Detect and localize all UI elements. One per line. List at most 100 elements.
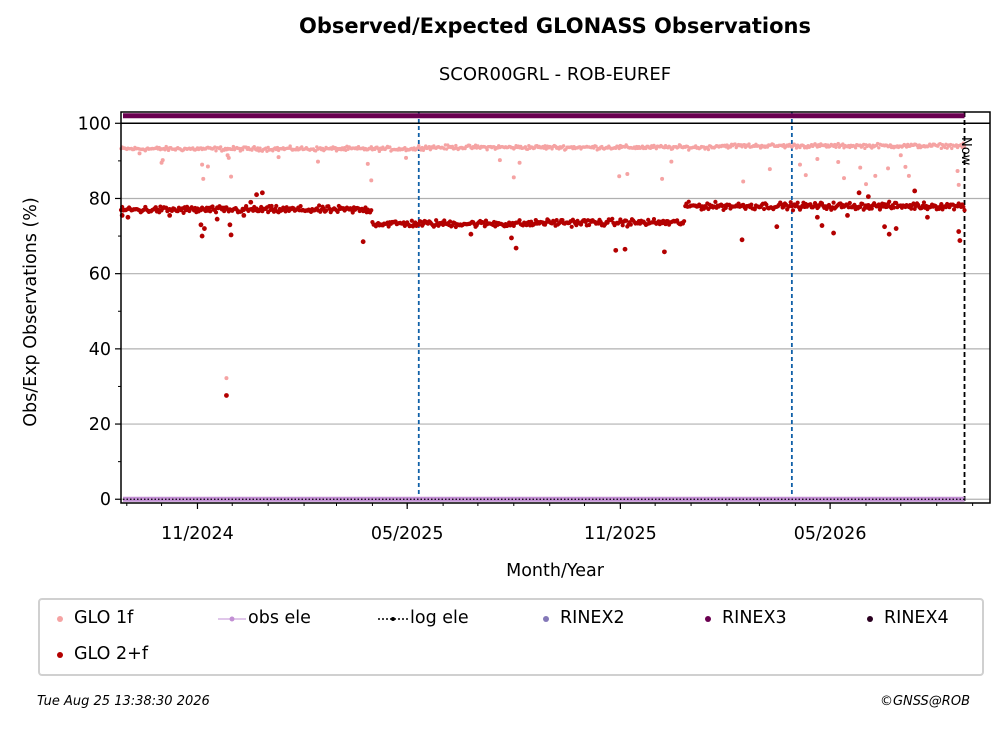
glo-1f-point-outlier bbox=[669, 159, 674, 164]
glo-2f-point-outlier bbox=[224, 393, 229, 398]
glo-1f-point bbox=[313, 149, 318, 153]
glo-2f-point bbox=[790, 208, 796, 213]
glo-1f-point-outlier bbox=[858, 165, 863, 170]
glo-1f-point bbox=[834, 145, 838, 150]
glo-1f-point-outlier bbox=[224, 376, 229, 381]
glo-2f-point-outlier bbox=[202, 226, 207, 231]
glo-2f-point-outlier bbox=[865, 194, 871, 199]
glo-2f-point bbox=[298, 204, 303, 209]
glo-1f-point-outlier bbox=[315, 159, 320, 164]
data-points bbox=[118, 113, 967, 502]
chart-title: Observed/Expected GLONASS Observations bbox=[299, 14, 811, 38]
glo-1f-point-outlier bbox=[205, 164, 210, 169]
glo-2f-point-outlier bbox=[613, 247, 619, 253]
glo-2f-point-outlier bbox=[774, 224, 780, 230]
glo-2f-point bbox=[274, 203, 279, 209]
glo-2f-point bbox=[569, 224, 574, 229]
glo-2f-point-outlier bbox=[241, 212, 247, 218]
legend-label: RINEX2 bbox=[560, 608, 625, 628]
glo-1f-point-outlier bbox=[276, 155, 281, 160]
glo-1f-point bbox=[240, 147, 245, 152]
glo-1f-point-outlier bbox=[886, 166, 891, 171]
glo-2f-point bbox=[323, 208, 329, 213]
glo-2f-point bbox=[887, 199, 892, 204]
glo-1f-point bbox=[561, 144, 566, 148]
glo-2f-point-outlier bbox=[819, 223, 825, 228]
glo-2f-point bbox=[447, 219, 453, 224]
legend-item-obs-ele: obs ele bbox=[218, 608, 311, 628]
glo-2f-point bbox=[749, 202, 754, 207]
glo-1f-point-outlier bbox=[741, 179, 746, 184]
glo-2f-point-outlier bbox=[509, 235, 514, 241]
glo-1f-point-outlier bbox=[617, 174, 622, 179]
chart-subtitle: SCOR00GRL - ROB-EUREF bbox=[438, 64, 672, 85]
legend-label: GLO 1f bbox=[74, 608, 134, 628]
glo-2f-point-outlier bbox=[882, 224, 887, 230]
glo-2f-point bbox=[222, 208, 227, 214]
glo-2f-point bbox=[831, 200, 836, 205]
glo-1f-point bbox=[485, 148, 489, 152]
glo-2f-point bbox=[587, 222, 592, 228]
glo-2f-point-outlier bbox=[227, 222, 233, 228]
glo-2f-point bbox=[628, 222, 633, 227]
glo-2f-point-outlier bbox=[198, 222, 204, 228]
y-tick-label: 60 bbox=[89, 265, 111, 285]
glo-1f-point bbox=[733, 142, 737, 146]
glo-1f-point-outlier bbox=[404, 155, 409, 160]
glo-2f-point-outlier bbox=[214, 216, 220, 222]
glo-2f-point-outlier bbox=[259, 190, 265, 196]
glo-2f-point bbox=[620, 223, 625, 228]
glo-1f-point-outlier bbox=[956, 182, 961, 187]
glo-1f-point-outlier bbox=[511, 175, 516, 180]
glo-2f-point-outlier bbox=[956, 229, 962, 234]
glo-1f-point-outlier bbox=[517, 160, 522, 165]
legend-item-log-ele: log ele bbox=[378, 608, 469, 628]
legend-label: RINEX4 bbox=[884, 608, 949, 628]
glo-2f-point bbox=[560, 218, 565, 223]
glo-2f-point bbox=[483, 218, 489, 223]
reference-lines bbox=[417, 112, 966, 503]
glo-1f-point-outlier bbox=[903, 164, 908, 169]
glo-1f-point-outlier bbox=[369, 178, 374, 183]
glo-1f-point-outlier bbox=[229, 174, 234, 179]
glo-2f-point bbox=[269, 203, 274, 209]
legend-label: RINEX3 bbox=[722, 608, 787, 628]
glo-1f-point bbox=[950, 146, 954, 151]
glo-1f-point-outlier bbox=[160, 158, 165, 163]
glo-2f-point bbox=[909, 206, 914, 211]
glo-1f-point-outlier bbox=[864, 182, 869, 187]
glo-1f-point bbox=[214, 149, 218, 153]
glo-2f-point bbox=[184, 204, 190, 209]
glo-2f-point-outlier bbox=[167, 212, 173, 218]
glo-2f-point bbox=[335, 209, 340, 214]
glo-2f-point bbox=[723, 205, 728, 210]
axes: 0 20 40 60 80 100 11/2024 05/2025 11/2025 05/2026 bbox=[78, 111, 991, 544]
glo-1f-point-outlier bbox=[226, 155, 231, 160]
glo-1f-point bbox=[863, 146, 867, 151]
glo-2f-point-outlier bbox=[912, 188, 918, 194]
glo-2f-point bbox=[962, 208, 967, 213]
glo-2f-point-outlier bbox=[739, 237, 745, 243]
glo-1f-point bbox=[218, 145, 223, 149]
legend-item-rinex4: RINEX4 bbox=[862, 608, 949, 628]
glo-1f-point-outlier bbox=[660, 176, 665, 181]
glo-1f-point bbox=[747, 142, 751, 146]
glo-2f-point-outlier bbox=[622, 246, 628, 252]
glo-2f-point bbox=[858, 204, 863, 210]
y-tick-label: 20 bbox=[89, 415, 111, 435]
legend-item-glo-1f: GLO 1f bbox=[52, 608, 133, 628]
glo-2f-point bbox=[646, 217, 651, 222]
glo-1f-point-outlier bbox=[497, 158, 502, 163]
glo-2f-point-outlier bbox=[513, 245, 519, 251]
glo-1f-point-outlier bbox=[803, 173, 808, 178]
glo-2f-point bbox=[210, 204, 215, 209]
glo-1f-point-outlier bbox=[898, 153, 903, 158]
glo-1f-point bbox=[939, 146, 944, 151]
glo-1f-point-outlier bbox=[137, 151, 142, 156]
x-tick-label: 05/2026 bbox=[794, 524, 867, 544]
y-tick-label: 80 bbox=[89, 189, 111, 209]
glo-1f-point bbox=[945, 146, 949, 150]
glo-1f-point bbox=[654, 146, 659, 151]
glo-1f-point-outlier bbox=[906, 173, 911, 178]
footer-timestamp: Tue Aug 25 13:38:30 2026 bbox=[37, 694, 210, 709]
